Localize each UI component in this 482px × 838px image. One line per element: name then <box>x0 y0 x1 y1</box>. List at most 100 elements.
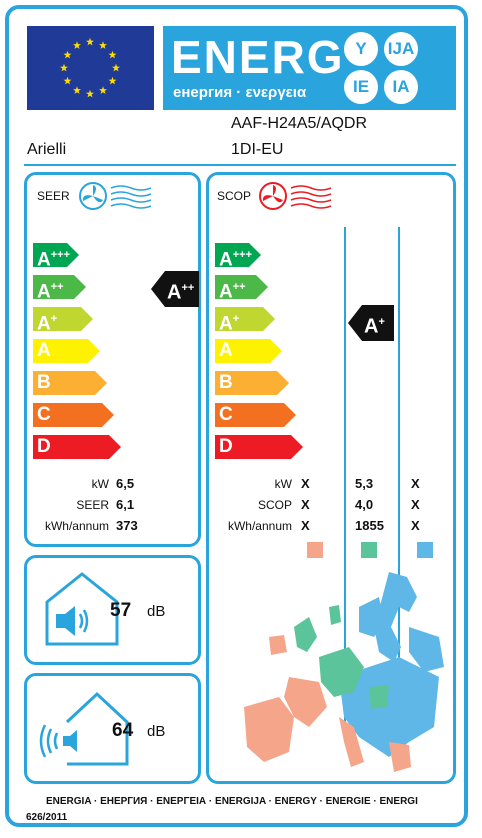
rating-letter: A <box>364 315 379 338</box>
energy-subtitle: енергия · ενεργεια <box>173 84 307 101</box>
scop-class-arrow: A <box>215 339 282 363</box>
eu-star-icon <box>63 50 72 59</box>
scop-row-value: 5,3 <box>355 476 374 491</box>
eu-star-icon <box>86 89 94 98</box>
scop-row-label: SCOP <box>257 498 292 512</box>
seer-class-letter: A <box>37 340 51 361</box>
scop-class-letter: C <box>219 404 233 425</box>
seer-row-value: 373 <box>116 518 138 533</box>
scop-class-letter: A <box>219 313 233 335</box>
column-divider <box>344 227 346 737</box>
scop-class-arrow: A+ <box>215 307 275 331</box>
heating-fan-icon <box>259 182 332 210</box>
scop-row-label: kWh/annum <box>227 519 292 533</box>
seer-class-arrow: D <box>33 435 121 459</box>
seer-row-label: SEER <box>76 498 109 512</box>
divider <box>24 164 456 166</box>
eu-star-icon <box>73 86 81 94</box>
model-line-1: AAF-H24A5/AQDR <box>231 115 368 132</box>
lang-circle-y: Y <box>344 32 378 66</box>
seer-class-letter: B <box>37 372 51 393</box>
lang-circle-ia: IA <box>384 70 418 104</box>
energy-title: ENERG <box>171 31 345 83</box>
supplier-name: Arielli <box>27 141 67 158</box>
eu-star-icon <box>108 50 117 59</box>
regulation-number: 626/2011 <box>26 812 68 823</box>
seer-class-plus: +++ <box>50 249 71 261</box>
scop-class-arrow: B <box>215 371 289 395</box>
scop-class-letter: A <box>219 249 233 271</box>
scop-class-plus: +++ <box>232 249 253 261</box>
scop-class-letter: D <box>219 436 233 457</box>
scop-class-plus: ++ <box>232 281 246 293</box>
lang-circle-ija: IJA <box>384 32 418 66</box>
label-frame <box>5 5 468 827</box>
eu-star-icon <box>108 76 117 85</box>
eu-stars-icon <box>60 37 120 98</box>
outdoor-noise-value: 64 <box>112 720 134 741</box>
seer-row-value: 6,1 <box>116 497 135 512</box>
scop-row-value: X <box>301 476 310 491</box>
europe-climate-map <box>244 572 444 772</box>
scop-class-letter: B <box>219 372 233 393</box>
seer-class-arrow: A+ <box>33 307 93 331</box>
scop-row-value: X <box>301 497 310 512</box>
climate-zone-swatch <box>361 542 377 558</box>
seer-class-arrow: A+++ <box>33 243 79 267</box>
scop-class-arrow: C <box>215 403 296 427</box>
seer-class-letter: A <box>37 313 51 335</box>
model-line-2: 1DI-EU <box>231 141 284 158</box>
indoor-noise-panel: 57 dB <box>24 555 201 665</box>
eu-flag <box>27 26 154 110</box>
eu-star-icon <box>112 63 120 72</box>
seer-class-arrow: C <box>33 403 114 427</box>
scop-row-value: X <box>411 518 420 533</box>
seer-title: SEER <box>37 189 70 203</box>
scop-row-value: 4,0 <box>355 497 374 512</box>
seer-row-value: 6,5 <box>116 476 135 491</box>
indoor-noise-value: 57 <box>110 600 132 621</box>
scop-class-arrow: A+++ <box>215 243 261 267</box>
seer-row-label: kW <box>91 477 109 491</box>
seer-class-arrow: A++ <box>33 275 86 299</box>
lang-circle-ie: IE <box>344 70 378 104</box>
climate-zone-swatch <box>307 542 323 558</box>
rating-plus: + <box>378 316 385 328</box>
climate-zone-swatch <box>417 542 433 558</box>
seer-row-label: kWh/annum <box>44 519 109 533</box>
scop-rating-badge: A+ <box>348 305 394 341</box>
indoor-house-speaker-icon <box>45 572 119 646</box>
outdoor-noise-panel: 64 dB <box>24 673 201 784</box>
scop-class-plus: + <box>232 313 240 325</box>
scop-row-value: X <box>411 476 420 491</box>
rating-plus: ++ <box>181 282 195 294</box>
seer-panel: SEER A+++ A++ A+ A B C D A++ kW 6,5 SEER 6,1 kWh/a… <box>24 172 201 547</box>
eu-star-icon <box>99 86 107 94</box>
indoor-noise-unit: dB <box>147 603 166 620</box>
seer-class-letter: C <box>37 404 51 425</box>
eu-star-icon <box>73 41 81 49</box>
cooling-fan-icon <box>79 182 152 210</box>
scop-class-arrow: D <box>215 435 303 459</box>
eu-star-icon <box>60 63 68 72</box>
scop-title: SCOP <box>217 189 252 203</box>
outdoor-noise-unit: dB <box>147 723 166 740</box>
seer-class-arrow: B <box>33 371 107 395</box>
scop-class-letter: A <box>219 340 233 361</box>
seer-class-plus: + <box>50 313 58 325</box>
eu-star-icon <box>86 37 94 46</box>
column-divider <box>398 227 400 737</box>
energy-banner: ENERG енергия · ενεργεια Y IJA IE IA <box>163 26 456 110</box>
scop-class-letter: A <box>219 281 233 303</box>
seer-rating-badge: A++ <box>151 271 199 307</box>
scop-row-value: 1855 <box>355 518 384 533</box>
eu-star-icon <box>99 41 107 49</box>
seer-class-plus: ++ <box>50 281 64 293</box>
scop-row-value: X <box>411 497 420 512</box>
scop-row-value: X <box>301 518 310 533</box>
seer-class-letter: D <box>37 436 51 457</box>
scop-class-arrow: A++ <box>215 275 268 299</box>
footer-languages: ENERGIA · ЕНЕРГИЯ · ΕΝΕΡΓΕΙΑ · ENERGIJA … <box>46 796 418 807</box>
seer-class-letter: A <box>37 281 51 303</box>
